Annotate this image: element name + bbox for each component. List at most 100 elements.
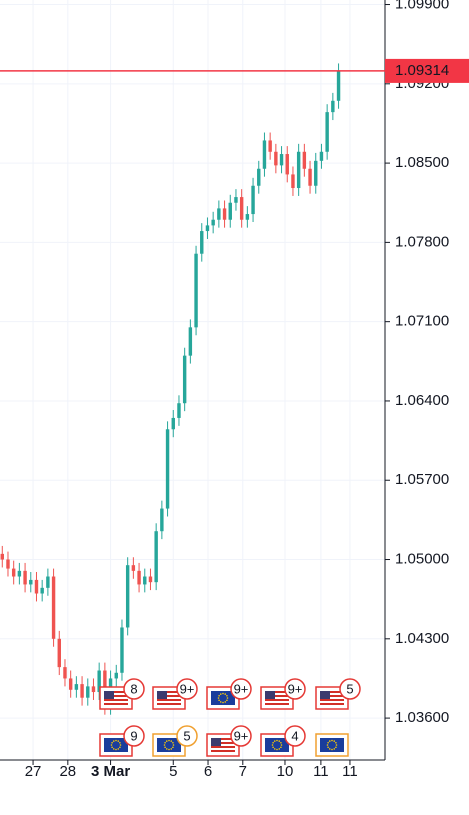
- candle-body: [63, 667, 67, 679]
- candle-body: [34, 579, 39, 594]
- y-tick-label: 1.05000: [395, 550, 449, 567]
- x-tick-label: 6: [204, 763, 212, 780]
- flag-star: [222, 692, 224, 695]
- candle-body: [205, 225, 210, 232]
- flag-stripe: [320, 697, 344, 699]
- flag-star: [224, 701, 227, 703]
- flag-stripe: [211, 744, 235, 746]
- flag-star: [333, 740, 336, 742]
- flag-star: [165, 740, 168, 742]
- x-tick-label: 3 Mar: [91, 763, 130, 780]
- flag-star: [111, 746, 113, 749]
- flag-star: [326, 744, 329, 746]
- flag-star: [170, 748, 173, 750]
- flag-star: [327, 741, 329, 744]
- event-badge: [123, 678, 145, 700]
- flag-star: [164, 741, 166, 744]
- candle-body: [131, 565, 136, 571]
- flag: [157, 738, 181, 752]
- event-count: 9+: [234, 728, 249, 743]
- y-tick-label: 1.07800: [395, 233, 449, 250]
- candle-body: [160, 508, 164, 532]
- candle-body: [274, 151, 278, 166]
- x-tick-label: 27: [25, 763, 42, 780]
- event-count: 8: [130, 681, 137, 696]
- candle-body: [302, 151, 307, 169]
- flag-star: [117, 748, 120, 750]
- flag-star: [163, 744, 166, 746]
- current-price-label: 1.09314: [395, 62, 449, 79]
- candle-body: [125, 565, 130, 628]
- candle-body: [245, 214, 250, 220]
- candle-body: [74, 684, 79, 690]
- flag-stripe: [265, 697, 289, 699]
- candle-body: [137, 570, 141, 585]
- candle-body: [80, 684, 84, 698]
- flag: [320, 738, 344, 752]
- flag-star: [117, 740, 120, 742]
- candle-body: [182, 355, 187, 404]
- flag-star: [226, 699, 228, 702]
- flag-star: [165, 748, 168, 750]
- candle-body: [200, 231, 204, 254]
- flag-star: [170, 740, 173, 742]
- x-tick-label: 11: [342, 763, 358, 780]
- candle-body: [40, 587, 44, 594]
- candle-body: [46, 576, 50, 588]
- candle-body: [11, 568, 16, 577]
- flag-stripe: [104, 693, 128, 695]
- flag-star: [335, 746, 337, 749]
- flag-stripe: [211, 740, 235, 742]
- event-badge: [123, 725, 145, 747]
- event-count: 5: [183, 728, 190, 743]
- candle-body: [308, 168, 312, 186]
- x-tick-label: 7: [239, 763, 247, 780]
- flag-star: [328, 748, 331, 750]
- flag-star: [119, 744, 122, 746]
- flag-star: [276, 748, 278, 751]
- flag-star: [115, 739, 117, 742]
- flag-canton: [211, 738, 221, 746]
- flag-stripe: [157, 701, 181, 703]
- candle-body: [91, 686, 96, 693]
- y-tick-label: 1.06400: [395, 392, 449, 409]
- flag-stripe: [320, 701, 344, 703]
- flag-stripe: [265, 693, 289, 695]
- candle-body: [114, 672, 118, 679]
- candle-body: [234, 197, 238, 203]
- candle-body: [194, 253, 198, 328]
- candle-body: [154, 531, 158, 583]
- event-flag: 5: [315, 678, 361, 710]
- flag-star: [168, 748, 170, 751]
- event-badge: [284, 678, 306, 700]
- candle-body: [23, 570, 27, 585]
- flag-star: [226, 697, 229, 699]
- flag-star: [327, 746, 329, 749]
- flag-canton: [104, 691, 114, 699]
- candle-body: [257, 168, 261, 186]
- candle-body: [17, 570, 22, 577]
- flag-star: [222, 701, 224, 704]
- flag-star: [331, 739, 333, 742]
- flag: [265, 738, 289, 752]
- x-tick-label: 11: [313, 763, 329, 780]
- flag-star: [115, 748, 117, 751]
- flag-stripe: [265, 701, 289, 703]
- flag-star: [272, 746, 274, 749]
- event-flag: 9+: [206, 678, 252, 710]
- candle-body: [177, 403, 181, 418]
- event-count: 4: [291, 728, 298, 743]
- candle-body: [279, 154, 284, 166]
- candle-body: [171, 417, 175, 430]
- x-tick-label: 10: [277, 763, 294, 780]
- flag-star: [335, 741, 337, 744]
- flag-star: [119, 741, 121, 744]
- flag-canton: [157, 691, 167, 699]
- x-tick-label: 28: [59, 763, 76, 780]
- flag-star: [224, 693, 227, 695]
- flag-star: [328, 740, 331, 742]
- flag-stripe: [104, 701, 128, 703]
- flag-star: [110, 744, 113, 746]
- event-badge: [230, 725, 252, 747]
- flag-star: [112, 740, 115, 742]
